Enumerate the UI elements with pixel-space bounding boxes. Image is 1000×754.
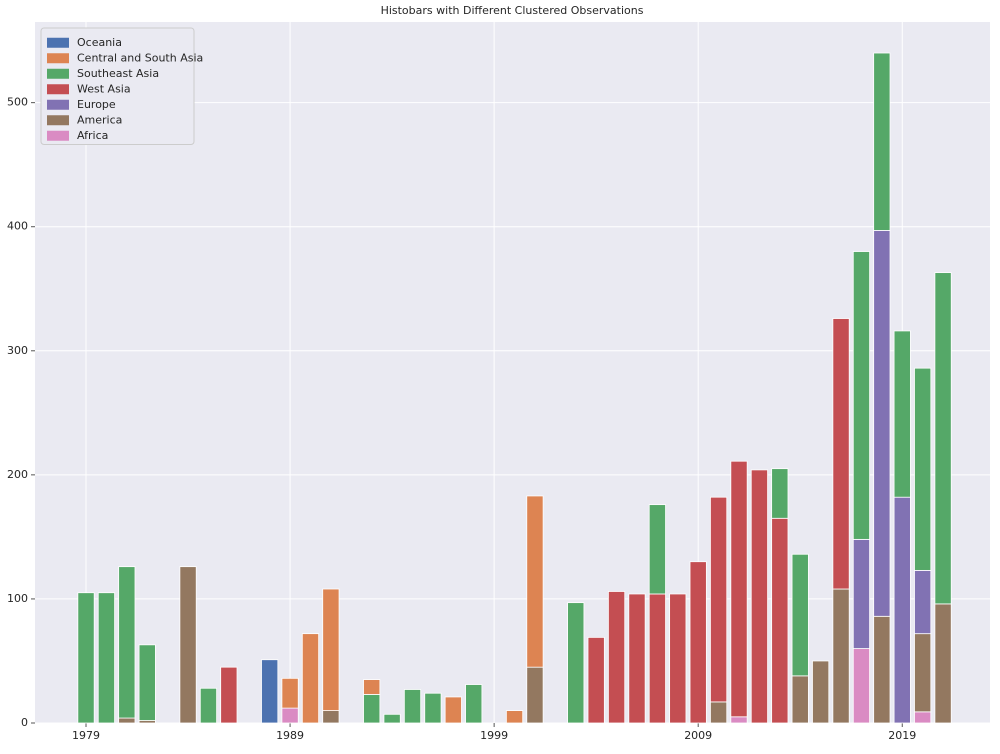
x-tick-label: 2019 <box>888 729 916 742</box>
bar <box>914 367 932 571</box>
bar <box>281 677 299 709</box>
x-tick-label: 2009 <box>684 729 712 742</box>
y-tick-label: 0 <box>21 716 28 729</box>
bar <box>281 707 299 724</box>
bar <box>852 648 871 724</box>
y-tick-label: 200 <box>7 468 28 481</box>
bar <box>873 230 891 617</box>
bar <box>914 569 932 635</box>
bar <box>791 553 809 677</box>
legend-label: Oceania <box>77 36 122 49</box>
bar <box>322 588 340 711</box>
bar <box>730 716 748 724</box>
x-tick-label: 1989 <box>276 729 304 742</box>
bar <box>791 675 809 724</box>
bar <box>852 251 871 540</box>
bar <box>363 679 381 695</box>
bar <box>689 561 707 724</box>
bar <box>812 660 830 724</box>
bar <box>138 644 156 721</box>
bar <box>118 566 136 719</box>
bar <box>934 272 952 605</box>
legend-swatch <box>47 68 69 79</box>
legend-label: West Asia <box>77 82 131 95</box>
bar <box>750 469 768 724</box>
legend-swatch <box>47 130 69 141</box>
bar <box>301 633 320 724</box>
bar <box>97 592 115 724</box>
bar <box>771 517 789 724</box>
bar <box>608 591 626 724</box>
x-tick-label: 1999 <box>480 729 508 742</box>
bar <box>873 52 891 231</box>
legend-swatch <box>47 99 69 110</box>
legend-box <box>40 27 195 145</box>
bar <box>444 696 462 724</box>
bar <box>669 593 687 724</box>
legend-label: Europe <box>77 98 116 111</box>
bar <box>648 593 666 724</box>
legend-swatch <box>47 53 69 64</box>
legend-label: Africa <box>77 129 108 142</box>
y-tick-label: 400 <box>7 220 28 233</box>
legend-swatch <box>47 37 69 48</box>
bar <box>893 496 911 724</box>
legend-label: Central and South Asia <box>77 51 203 64</box>
y-tick-label: 500 <box>7 96 28 109</box>
bar <box>873 615 891 724</box>
bar <box>710 701 728 724</box>
legend-swatch <box>47 84 69 95</box>
bar <box>832 318 850 590</box>
bar <box>893 330 911 498</box>
bar <box>363 694 381 724</box>
bar <box>628 593 646 724</box>
bar <box>832 588 850 724</box>
bar <box>403 689 422 724</box>
bar <box>934 603 952 724</box>
bar <box>567 602 585 724</box>
chart-title: Histobars with Different Clustered Obser… <box>381 4 644 17</box>
legend-swatch <box>47 115 69 126</box>
y-tick-label: 100 <box>7 592 28 605</box>
bar <box>383 713 401 724</box>
bar <box>179 566 197 724</box>
y-tick-label: 300 <box>7 344 28 357</box>
bar <box>648 504 666 595</box>
bar <box>261 659 279 724</box>
bar <box>322 710 340 724</box>
bar <box>424 692 442 724</box>
bar <box>526 495 544 668</box>
legend-label: Southeast Asia <box>77 67 159 80</box>
bar <box>465 684 483 724</box>
bar <box>914 711 932 724</box>
bar <box>220 666 238 724</box>
bar <box>118 717 136 724</box>
bar <box>730 460 748 718</box>
bar <box>914 633 932 713</box>
bar <box>199 687 218 724</box>
bar <box>77 592 95 724</box>
bar <box>587 636 605 724</box>
legend-label: America <box>77 113 122 126</box>
x-tick-label: 1979 <box>72 729 100 742</box>
bar <box>710 496 728 703</box>
bar <box>526 666 544 724</box>
bar <box>852 538 871 649</box>
bar <box>505 710 524 724</box>
bar <box>771 468 789 519</box>
